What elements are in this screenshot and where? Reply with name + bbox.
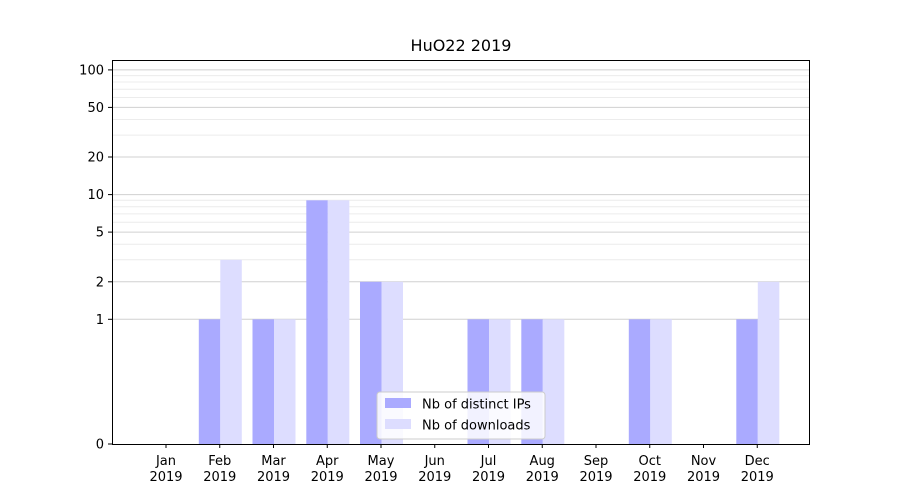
bar-downloads	[757, 281, 780, 444]
chart-title: HuO22 2019	[411, 36, 512, 55]
y-tick-label: 20	[87, 151, 104, 166]
x-tick-label-year: 2019	[257, 470, 290, 485]
x-tick-label-year: 2019	[364, 470, 397, 485]
grid	[112, 69, 809, 320]
bar-ips	[360, 281, 382, 444]
bar-ips	[198, 319, 221, 444]
legend-swatch-downloads	[385, 419, 411, 429]
y-tick-label: 10	[87, 188, 104, 203]
x-axis: Jan2019Feb2019Mar2019Apr2019May2019Jun20…	[149, 444, 774, 485]
legend-box	[376, 391, 546, 440]
bar-downloads	[220, 259, 242, 444]
x-tick-label-year: 2019	[741, 470, 774, 485]
x-tick-label-year: 2019	[311, 470, 344, 485]
x-tick-label-year: 2019	[149, 470, 182, 485]
bar-ips	[628, 319, 651, 444]
bar-ips	[736, 319, 758, 444]
y-tick-label: 0	[96, 438, 104, 453]
x-tick-label-month: Mar	[261, 454, 286, 469]
y-tick-label: 50	[87, 101, 104, 116]
legend-swatch-ips	[385, 398, 411, 408]
x-tick-label-month: Feb	[208, 454, 231, 469]
x-tick-label-month: Jun	[424, 454, 445, 469]
legend-label-ips: Nb of distinct IPs	[422, 398, 531, 413]
legend: Nb of distinct IPs Nb of downloads	[376, 391, 546, 440]
bar-downloads	[274, 319, 296, 444]
y-tick-label: 1	[96, 313, 104, 328]
x-tick-label-month: May	[368, 454, 395, 469]
x-tick-label-month: Oct	[639, 454, 661, 469]
x-tick-label-month: Jan	[155, 454, 176, 469]
plot-frame	[112, 60, 810, 445]
y-tick-label: 2	[96, 275, 104, 290]
x-tick-label-year: 2019	[418, 470, 451, 485]
y-tick-label: 5	[96, 226, 104, 241]
x-tick-label-month: Aug	[530, 454, 555, 469]
x-tick-label-month: Jul	[480, 454, 497, 469]
bar-downloads	[650, 319, 672, 444]
x-tick-label-year: 2019	[633, 470, 666, 485]
x-tick-label-year: 2019	[203, 470, 236, 485]
x-tick-label-year: 2019	[687, 470, 720, 485]
x-tick-label-month: Apr	[316, 454, 339, 469]
x-tick-label-month: Sep	[584, 454, 609, 469]
x-tick-label-year: 2019	[472, 470, 505, 485]
y-axis: 0 1 2 5 10 20 50 100	[79, 63, 112, 453]
bar-ips	[252, 319, 274, 444]
bar-downloads	[327, 200, 350, 444]
x-tick-label-month: Nov	[691, 454, 717, 469]
bar-ips	[306, 200, 328, 444]
x-tick-label-year: 2019	[526, 470, 559, 485]
bar-downloads	[542, 319, 565, 444]
x-tick-label-month: Dec	[745, 454, 770, 469]
y-tick-label: 100	[79, 63, 104, 78]
x-tick-label-year: 2019	[579, 470, 612, 485]
legend-label-downloads: Nb of downloads	[422, 419, 531, 434]
